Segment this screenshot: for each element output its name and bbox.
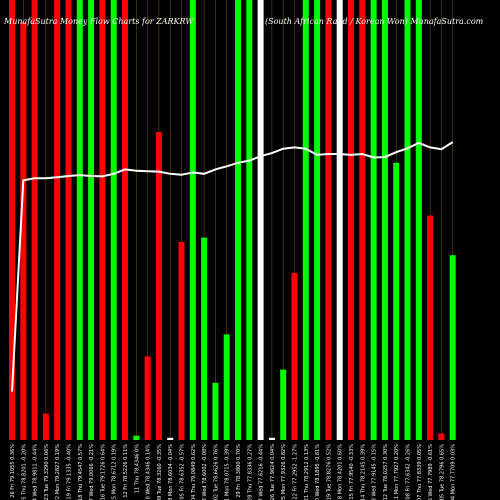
x-tick-label: 28 Thu 77.8336 0.27% — [247, 444, 253, 500]
money-flow-bar — [54, 0, 61, 440]
money-flow-bar — [415, 0, 422, 440]
money-flow-bar — [370, 0, 377, 440]
money-flow-bar — [325, 0, 332, 440]
x-tick-label: 25 Thu 78.8201 -0.20% — [21, 444, 27, 500]
x-tick-label: 05 Fri 78.6352 -0.57% — [180, 444, 186, 500]
money-flow-bar — [235, 0, 241, 440]
x-tick-label: 02 Tue 78.6626 0.76% — [213, 444, 219, 500]
money-flow-bar — [427, 215, 434, 440]
money-flow-bar — [9, 0, 15, 440]
money-flow-bar — [65, 0, 72, 440]
money-flow-bar — [449, 255, 456, 440]
x-tick-label: 27 Wed 77.6216 -0.44% — [259, 444, 265, 500]
x-tick-label: 26 Fri 79.1055 0.36% — [10, 444, 16, 498]
x-tick-label: 24 Wed 78.9811 -0.44% — [33, 444, 39, 500]
x-tick-label: 10 Wed 78.4346 0.14% — [146, 444, 152, 500]
x-tick-label: 09 Tue 78.3260 -0.35% — [157, 444, 163, 500]
money-flow-bar — [212, 382, 219, 440]
money-flow-bar — [280, 369, 287, 440]
x-tick-label: 03 Wed 78.6002 -0.08% — [202, 444, 208, 500]
money-flow-bar — [88, 0, 95, 440]
x-tick-labels: 26 Fri 79.1055 0.36% 25 Thu 78.8201 -0.20… — [10, 444, 457, 500]
money-flow-bar — [268, 437, 275, 440]
x-tick-label: 12 Fri 78.5226 0.11% — [123, 444, 129, 498]
x-tick-label: 18 Thu 79.4547 0.57% — [78, 444, 84, 500]
x-tick-label: 11 Thu 78.4346 0% — [134, 444, 140, 493]
x-tick-label: 26 Tue 77.9624 0.04% — [270, 444, 276, 500]
x-tick-label: 22 Mon 79.2827 0.19% — [55, 444, 61, 500]
money-flow-bar — [144, 356, 151, 440]
x-tick-label: 21 Thu 78.2912 0.13% — [304, 444, 310, 500]
chart-subtitle: (South African Rand / Korean Won) Munafa… — [265, 17, 484, 26]
money-flow-bar — [42, 413, 49, 440]
money-flow-bar — [438, 433, 445, 440]
money-flow-bar — [189, 0, 196, 440]
x-tick-label: 08 Fri 77.6342 -0.26% — [406, 444, 412, 500]
money-flow-bar — [393, 162, 400, 441]
money-flow-bar — [31, 0, 38, 440]
x-tick-label: 25 Mon 77.9326 0.82% — [281, 444, 287, 500]
x-tick-label: 15 Fri 77.9540 -0.33% — [349, 444, 355, 500]
money-flow-bar — [99, 0, 106, 440]
money-flow-bar — [291, 272, 298, 440]
x-tick-label: 06 Wed 77.7989 -0.61% — [428, 444, 434, 500]
money-flow-bar — [314, 0, 321, 440]
money-flow-bar — [246, 0, 253, 440]
x-tick-label: 15 Mon 78.6712 0.19% — [112, 444, 118, 500]
x-tick-label: 11 Mon 77.7927 0.20% — [394, 444, 400, 500]
money-flow-bar — [122, 0, 128, 440]
x-tick-label: 29 Fri 78.3800 0.70% — [236, 444, 242, 498]
x-tick-label: 20 Wed 78.1895 -0.81% — [315, 444, 321, 500]
money-flow-bar — [76, 0, 83, 440]
x-tick-label: 18 Mon 78.4201 0.60% — [338, 444, 344, 500]
x-tick-label: 05 Tue 78.2796 0.65% — [439, 444, 445, 500]
x-tick-label: 17 Wed 79.0066 -0.21% — [89, 444, 95, 500]
x-tick-label: 08 Mon 78.6034 -0.04% — [168, 444, 174, 500]
money-flow-bar — [348, 0, 354, 440]
x-tick-label: 14 Thu 78.2145 0.39% — [360, 444, 366, 500]
x-tick-label: 04 Mon 77.7709 0.03% — [451, 444, 457, 500]
x-tick-label: 23 Tue 79.3290 0.06% — [44, 444, 50, 500]
money-flow-bar — [167, 437, 174, 440]
x-tick-label: 12 Tue 78.0257 0.30% — [383, 444, 389, 500]
price-line-path — [11, 141, 454, 392]
money-flow-bar — [178, 242, 185, 440]
bars — [9, 0, 456, 441]
chart-title: MunafaSutra Money Flow Charts for ZARKRW — [3, 17, 194, 26]
x-tick-label: 13 Wed 77.9145 -0.15% — [372, 444, 378, 500]
money-flow-bar — [302, 0, 309, 440]
money-flow-bar — [336, 0, 343, 440]
money-flow-bar — [201, 237, 208, 440]
money-flow-bar — [404, 0, 411, 440]
money-flow-bar — [133, 435, 140, 440]
x-tick-label: 16 Tue 79.1726 0.64% — [100, 444, 106, 500]
money-flow-bar — [155, 132, 162, 440]
money-flow-bar — [223, 334, 230, 440]
price-line — [11, 141, 454, 392]
x-tick-label: 07 Thu 77.8339 0.05% — [417, 444, 423, 500]
money-flow-bar — [257, 0, 264, 440]
money-flow-bar — [381, 0, 388, 440]
x-tick-label: 19 Tue 78.8276 0.52% — [326, 444, 332, 500]
money-flow-bar — [110, 0, 117, 440]
x-tick-label: 22 Fri 77.2952 -1.27% — [293, 444, 299, 500]
x-tick-label: 01 Mon 78.0715 -0.39% — [225, 444, 231, 500]
money-flow-bar — [20, 22, 27, 440]
money-flow-bar — [359, 0, 366, 440]
x-tick-label: 04 Thu 79.0849 0.62% — [191, 444, 197, 500]
x-tick-label: 19 Fri 79.1335 -0.40% — [67, 444, 73, 500]
